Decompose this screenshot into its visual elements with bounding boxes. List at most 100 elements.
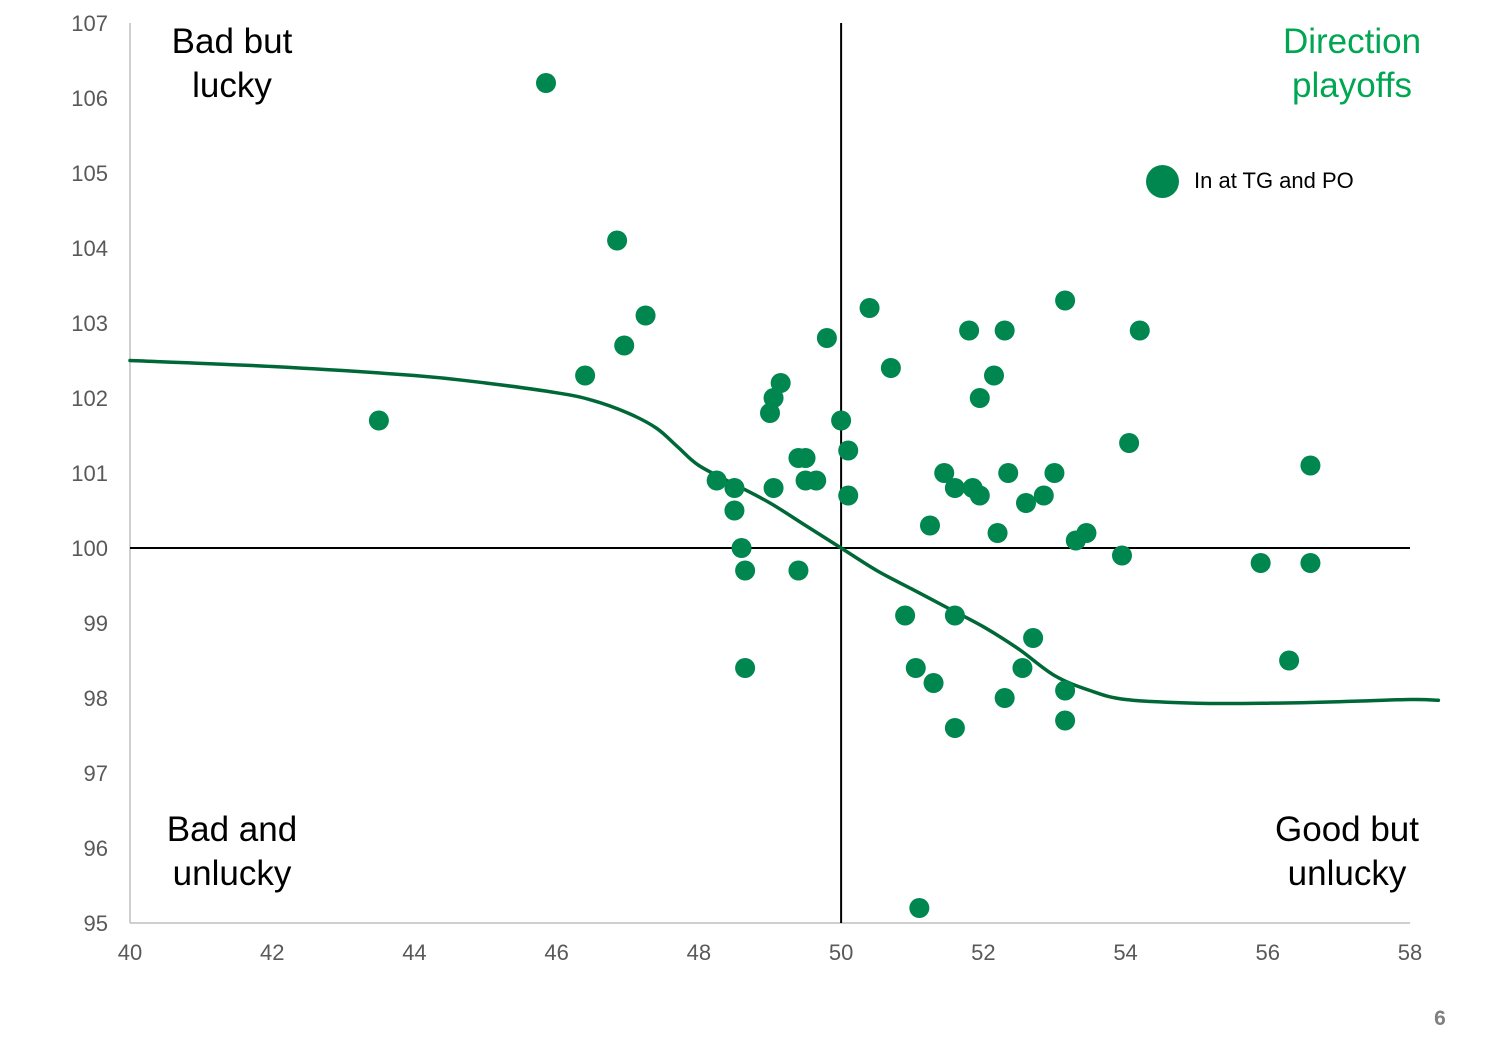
- data-point: [724, 500, 745, 521]
- x-tick-label: 58: [1398, 940, 1422, 965]
- data-point: [909, 898, 930, 918]
- x-tick-label: 46: [544, 940, 568, 965]
- data-point: [1016, 493, 1036, 513]
- data-point: [838, 485, 859, 506]
- trend-curve-line: [128, 358, 1441, 706]
- chart-title-line-2: playoffs: [1292, 66, 1412, 105]
- data-point: [1129, 320, 1150, 341]
- data-point: [920, 515, 940, 536]
- y-tick-label: 102: [71, 386, 108, 411]
- quadrant-label-top-left: Bad but lucky: [132, 20, 332, 108]
- chart-title: Direction playoffs: [1262, 20, 1442, 108]
- y-axis-ticks: 95 96 97 98 99 100 101 102 103 104 105 106 107: [71, 11, 108, 936]
- data-point: [575, 365, 596, 386]
- data-point: [763, 478, 784, 498]
- data-point: [923, 673, 944, 693]
- data-point: [735, 560, 756, 581]
- data-point: [987, 523, 1008, 543]
- y-tick-label: 106: [71, 86, 108, 111]
- data-point: [1055, 290, 1076, 311]
- data-point: [969, 485, 990, 506]
- quadrant-label-bottom-left: Bad and unlucky: [132, 808, 332, 896]
- data-point: [614, 335, 635, 356]
- y-tick-label: 104: [71, 236, 108, 261]
- data-point: [1012, 658, 1033, 678]
- x-tick-label: 42: [260, 940, 284, 965]
- chart-title-line-1: Direction: [1282, 22, 1422, 61]
- data-point: [969, 388, 990, 408]
- plot-frame: [129, 23, 1410, 924]
- data-point: [998, 463, 1019, 483]
- data-point: [1279, 650, 1300, 671]
- data-point: [806, 470, 827, 491]
- data-point: [706, 470, 727, 491]
- data-point: [1055, 680, 1076, 701]
- y-tick-label: 96: [84, 836, 108, 861]
- data-point: [984, 365, 1004, 386]
- x-tick-label: 44: [402, 940, 426, 965]
- data-point: [1250, 553, 1271, 573]
- x-tick-label: 40: [118, 940, 142, 965]
- y-tick-label: 101: [71, 461, 108, 486]
- data-point: [1055, 710, 1076, 731]
- data-point: [788, 560, 809, 581]
- quadrant-label-line: unlucky: [172, 854, 292, 893]
- y-tick-label: 100: [71, 536, 108, 561]
- data-point: [795, 448, 816, 468]
- quadrant-label-line: lucky: [192, 66, 272, 105]
- data-points: [368, 73, 1321, 918]
- data-point: [368, 410, 389, 431]
- data-point: [1044, 463, 1065, 483]
- x-tick-label: 52: [971, 940, 995, 965]
- data-point: [760, 403, 780, 423]
- data-point: [763, 388, 784, 408]
- data-point: [536, 73, 556, 93]
- data-point: [959, 320, 980, 341]
- data-point: [934, 463, 955, 483]
- data-point: [838, 440, 859, 461]
- quadrant-label-bottom-right: Good but unlucky: [1247, 808, 1447, 896]
- data-point: [880, 358, 901, 378]
- data-point: [831, 410, 852, 431]
- data-point: [770, 373, 791, 393]
- data-point: [859, 298, 880, 318]
- data-point: [735, 658, 756, 678]
- y-tick-label: 98: [84, 686, 108, 711]
- x-axis-ticks: 40 42 44 46 48 50 52 54 56 58: [118, 940, 1422, 965]
- data-point: [944, 605, 965, 626]
- x-tick-label: 54: [1113, 940, 1137, 965]
- quadrant-label-line: Bad but: [171, 22, 293, 61]
- x-tick-label: 56: [1256, 940, 1280, 965]
- quadrant-label-line: unlucky: [1287, 854, 1407, 893]
- data-point: [607, 230, 628, 251]
- x-tick-label: 48: [687, 940, 711, 965]
- legend-marker-icon: [1146, 164, 1179, 198]
- y-tick-label: 97: [84, 761, 108, 786]
- data-point: [1119, 433, 1140, 453]
- data-point: [635, 305, 656, 326]
- data-point: [944, 718, 965, 738]
- data-point: [1112, 545, 1132, 566]
- data-point: [994, 688, 1015, 708]
- y-tick-label: 103: [71, 311, 108, 336]
- x-tick-label: 50: [829, 940, 853, 965]
- y-tick-label: 99: [84, 611, 108, 636]
- data-point: [724, 478, 745, 498]
- y-tick-label: 95: [84, 911, 108, 936]
- data-point: [1023, 628, 1044, 648]
- y-tick-label: 107: [71, 11, 108, 36]
- data-point: [994, 320, 1015, 341]
- page-number: 6: [1434, 1007, 1446, 1030]
- data-point: [944, 478, 965, 498]
- y-tick-label: 105: [71, 161, 108, 186]
- quadrant-label-line: Good but: [1275, 810, 1419, 849]
- data-point: [731, 538, 752, 558]
- quadrant-label-line: Bad and: [166, 810, 298, 849]
- data-point: [816, 328, 837, 348]
- data-point: [1300, 553, 1321, 573]
- data-point: [1033, 485, 1054, 506]
- data-point: [1300, 455, 1321, 476]
- data-point: [1076, 523, 1097, 543]
- data-point: [905, 658, 926, 678]
